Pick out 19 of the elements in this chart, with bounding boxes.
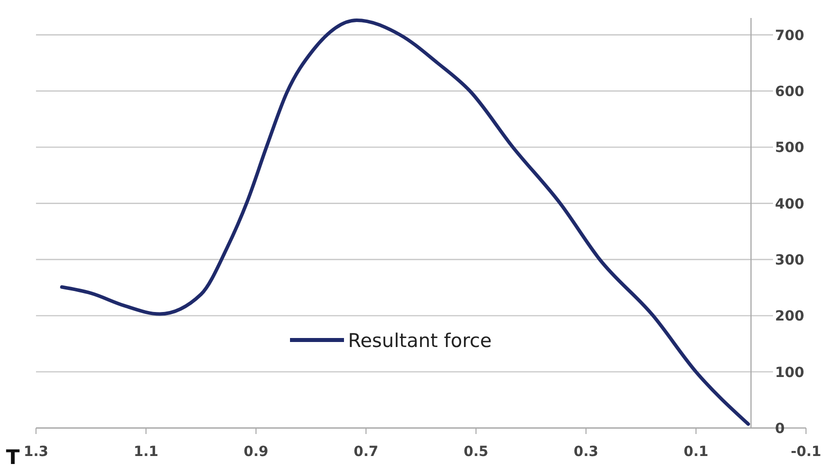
x-tick-label: 1.1 bbox=[134, 444, 158, 460]
y-tick-label: 100 bbox=[775, 364, 804, 381]
y-tick-label: 200 bbox=[775, 308, 804, 325]
y-tick-label: 500 bbox=[775, 140, 804, 156]
y-tick-label: 400 bbox=[775, 196, 804, 212]
line-series bbox=[60, 18, 750, 426]
x-tick-label: 1.3 bbox=[24, 444, 48, 460]
legend-label: Resultant force bbox=[348, 330, 492, 352]
x-tick-label: 0.9 bbox=[244, 444, 268, 460]
y-tick-label: 0 bbox=[775, 421, 785, 437]
x-tick-label: 0.1 bbox=[684, 444, 708, 460]
x-tick-label: 0.3 bbox=[574, 444, 598, 460]
text: T bbox=[6, 445, 20, 469]
x-tick-label: 0.7 bbox=[354, 444, 378, 460]
y-tick-label: 700 bbox=[775, 28, 804, 44]
y-tick-label: 600 bbox=[775, 84, 804, 100]
x-tick-label: 0.5 bbox=[464, 444, 488, 460]
x-tick-label: -0.1 bbox=[790, 444, 822, 460]
y-tick-label: 300 bbox=[775, 252, 804, 269]
